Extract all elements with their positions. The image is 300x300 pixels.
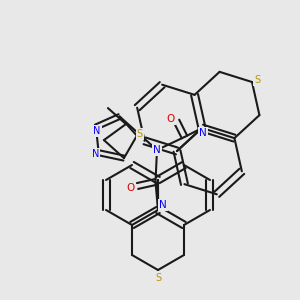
Text: S: S (137, 129, 143, 139)
Text: N: N (153, 145, 161, 155)
Text: N: N (93, 126, 100, 136)
Text: O: O (167, 114, 175, 124)
Text: N: N (92, 149, 99, 159)
Text: O: O (126, 183, 135, 193)
Text: S: S (254, 75, 260, 85)
Text: S: S (155, 273, 161, 283)
Text: N: N (159, 200, 167, 210)
Text: N: N (199, 128, 207, 138)
